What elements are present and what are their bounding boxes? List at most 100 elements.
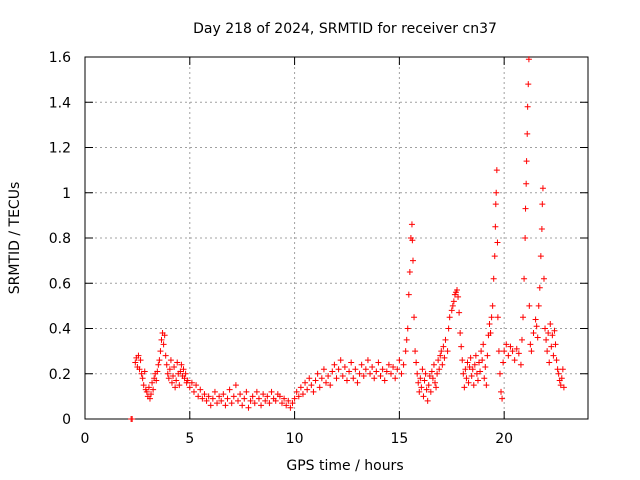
data-point: [193, 382, 200, 389]
data-point: [145, 384, 152, 391]
data-point: [331, 361, 338, 368]
data-point: [224, 395, 231, 402]
data-point: [515, 350, 522, 357]
data-point: [425, 382, 432, 389]
data-point: [289, 400, 296, 407]
data-point: [413, 359, 420, 366]
data-point: [500, 359, 507, 366]
data-point: [253, 388, 260, 395]
data-point: [226, 386, 233, 393]
data-point: [354, 379, 361, 386]
data-point: [251, 400, 258, 407]
data-point: [308, 382, 315, 389]
data-point: [245, 404, 252, 411]
data-point: [480, 341, 487, 348]
data-point: [461, 384, 468, 391]
data-point: [458, 343, 465, 350]
data-point: [528, 348, 535, 355]
data-point: [297, 384, 304, 391]
data-point: [429, 375, 436, 382]
data-point: [247, 397, 254, 404]
data-point: [149, 379, 156, 386]
data-point: [373, 368, 380, 375]
data-point: [310, 388, 317, 395]
data-point: [557, 382, 564, 389]
data-point: [418, 384, 425, 391]
data-point: [291, 395, 298, 402]
data-point: [203, 397, 210, 404]
y-tick-label: 0.4: [49, 322, 71, 338]
data-point: [483, 382, 490, 389]
data-point: [268, 388, 275, 395]
data-point: [539, 201, 546, 208]
data-point: [523, 158, 530, 165]
data-point: [178, 361, 185, 368]
data-point: [325, 373, 332, 380]
data-point: [156, 357, 163, 364]
data-point: [469, 366, 476, 373]
data-point: [136, 366, 143, 373]
data-point: [536, 284, 543, 291]
data-point: [545, 330, 552, 337]
data-point: [369, 363, 376, 370]
data-point: [419, 366, 426, 373]
data-point: [165, 375, 172, 382]
data-point: [195, 393, 202, 400]
data-point: [494, 314, 501, 321]
data-point: [551, 327, 558, 334]
data-point: [481, 375, 488, 382]
data-point: [445, 325, 452, 332]
data-point: [530, 330, 537, 337]
data-point: [430, 361, 437, 368]
data-point: [367, 370, 374, 377]
data-point: [492, 223, 499, 230]
data-point: [266, 400, 273, 407]
data-point: [314, 370, 321, 377]
data-point: [482, 363, 489, 370]
data-point: [479, 357, 486, 364]
data-point: [293, 388, 300, 395]
y-tick-label: 0: [62, 412, 71, 428]
data-point: [560, 384, 567, 391]
data-point: [511, 357, 518, 364]
x-tick-label: 15: [390, 431, 408, 447]
data-point: [170, 373, 177, 380]
data-point: [416, 388, 423, 395]
data-point: [542, 325, 549, 332]
x-tick-label: 0: [81, 431, 90, 447]
data-point: [243, 388, 250, 395]
data-point: [491, 253, 498, 260]
data-point: [406, 268, 413, 275]
data-point: [409, 257, 416, 264]
y-tick-label: 1.2: [49, 141, 71, 157]
data-point: [135, 352, 142, 359]
data-point: [197, 386, 204, 393]
data-point: [329, 368, 336, 375]
data-point: [163, 361, 170, 368]
data-point: [295, 393, 302, 400]
data-point: [526, 302, 533, 309]
data-point: [348, 359, 355, 366]
data-point: [371, 375, 378, 382]
data-point: [521, 275, 528, 282]
data-point: [167, 357, 174, 364]
data-point: [299, 391, 306, 398]
data-point: [272, 397, 279, 404]
data-point: [472, 352, 479, 359]
data-point: [442, 336, 449, 343]
data-point: [559, 366, 566, 373]
data-point: [547, 320, 554, 327]
data-point: [522, 205, 529, 212]
data-point: [495, 348, 502, 355]
data-point: [184, 377, 191, 384]
data-point: [214, 400, 221, 407]
data-point: [477, 368, 484, 375]
data-point: [180, 366, 187, 373]
x-tick-label: 5: [185, 431, 194, 447]
data-point: [327, 382, 334, 389]
data-point: [484, 352, 491, 359]
data-point: [538, 225, 545, 232]
y-axis-label: SRMTID / TECUs: [7, 182, 23, 295]
data-point: [435, 357, 442, 364]
data-point: [287, 404, 294, 411]
